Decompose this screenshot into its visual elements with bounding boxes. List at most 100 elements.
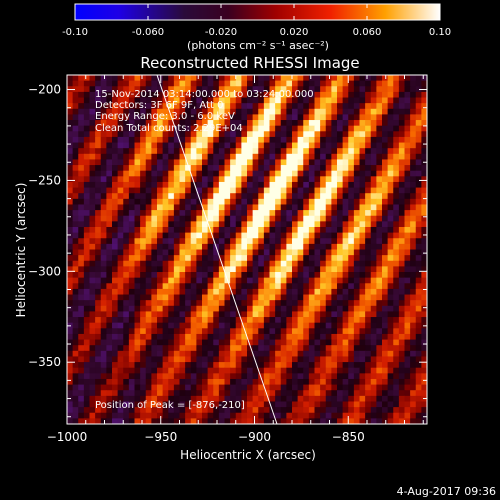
heatmap-cell <box>269 187 276 194</box>
heatmap-cell <box>314 86 321 93</box>
heatmap-cell <box>320 395 327 403</box>
heatmap-cell <box>247 103 254 110</box>
heatmap-cell <box>297 148 304 155</box>
heatmap-cell <box>241 204 248 211</box>
heatmap-cell <box>95 97 102 104</box>
heatmap-cell <box>95 322 102 329</box>
heatmap-cell <box>128 288 136 296</box>
heatmap-cell <box>269 80 276 87</box>
heatmap-cell <box>269 266 276 273</box>
heatmap-cell <box>297 300 304 307</box>
heatmap-cell <box>269 260 276 267</box>
heatmap-cell <box>134 384 141 391</box>
heatmap-cell <box>359 322 366 329</box>
heatmap-cell <box>67 176 74 183</box>
heatmap-cell <box>151 238 158 245</box>
heatmap-cell <box>376 373 383 380</box>
heatmap-cell <box>230 418 237 424</box>
heatmap-cell <box>134 283 141 290</box>
heatmap-cell <box>151 91 158 99</box>
heatmap-cell <box>263 226 271 234</box>
heatmap-cell <box>67 131 74 138</box>
heatmap-cell <box>72 294 79 301</box>
heatmap-cell <box>128 305 136 313</box>
heatmap-cell <box>67 418 74 424</box>
heatmap-cell <box>112 311 119 318</box>
heatmap-cell <box>308 75 316 82</box>
heatmap-cell <box>275 300 282 307</box>
heatmap-cell <box>269 210 276 217</box>
heatmap-cell <box>308 198 316 206</box>
heatmap-cell <box>331 193 338 200</box>
heatmap-cell <box>196 108 203 116</box>
heatmap-cell <box>202 266 209 273</box>
heatmap-cell <box>67 401 74 408</box>
heatmap-cell <box>207 108 214 116</box>
heatmap-cell <box>258 350 265 358</box>
heatmap-cell <box>365 86 372 93</box>
heatmap-cell <box>134 226 141 234</box>
heatmap-cell <box>213 75 220 82</box>
heatmap-cell <box>157 356 164 363</box>
heatmap-cell <box>162 333 169 341</box>
heatmap-cell <box>252 384 259 391</box>
heatmap-cell <box>353 108 361 116</box>
heatmap-cell <box>207 390 214 397</box>
heatmap-cell <box>342 373 349 380</box>
heatmap-cell <box>320 131 327 138</box>
heatmap-cell <box>202 75 209 82</box>
heatmap-cell <box>134 367 141 374</box>
heatmap-cell <box>269 418 276 424</box>
heatmap-cell <box>78 390 85 397</box>
heatmap-cell <box>241 243 248 251</box>
heatmap-cell <box>410 378 417 386</box>
heatmap-cell <box>168 395 175 403</box>
heatmap-cell <box>359 136 366 144</box>
heatmap-cell <box>320 215 327 222</box>
heatmap-cell <box>370 238 377 245</box>
heatmap-cell <box>303 249 310 256</box>
heatmap-cell <box>269 215 276 222</box>
heatmap-cell <box>303 266 310 273</box>
heatmap-cell <box>145 125 152 132</box>
heatmap-cell <box>331 120 338 127</box>
heatmap-cell <box>173 120 181 127</box>
heatmap-cell <box>292 187 299 194</box>
heatmap-cell <box>140 75 147 82</box>
heatmap-cell <box>134 75 141 82</box>
heatmap-cell <box>207 125 214 132</box>
heatmap-cell <box>100 165 107 172</box>
heatmap-cell <box>348 272 355 279</box>
heatmap-cell <box>348 305 355 313</box>
heatmap-cell <box>162 356 169 363</box>
heatmap-cell <box>325 255 332 262</box>
heatmap-cell <box>263 300 271 307</box>
heatmap-cell <box>359 125 366 132</box>
heatmap-cell <box>410 350 417 358</box>
heatmap-cell <box>370 367 377 374</box>
heatmap-cell <box>162 136 169 144</box>
heatmap-cell <box>106 412 113 419</box>
heatmap-cell <box>387 114 394 121</box>
heatmap-cell <box>337 255 344 262</box>
heatmap-cell <box>117 255 124 262</box>
heatmap-cell <box>292 288 299 296</box>
heatmap-cell <box>280 401 287 408</box>
heatmap-cell <box>179 136 186 144</box>
heatmap-cell <box>157 339 164 346</box>
colorbar-tick-label: 0.060 <box>353 27 382 38</box>
heatmap-cell <box>258 378 265 386</box>
heatmap-cell <box>100 226 107 234</box>
heatmap-cell <box>348 243 355 251</box>
heatmap-cell <box>179 407 186 414</box>
heatmap-cell <box>185 170 192 177</box>
heatmap-cell <box>410 210 417 217</box>
heatmap-cell <box>365 300 372 307</box>
heatmap-cell <box>202 148 209 155</box>
heatmap-cell <box>67 170 74 177</box>
heatmap-cell <box>365 412 372 419</box>
heatmap-cell <box>185 165 192 172</box>
heatmap-cell <box>207 356 214 363</box>
heatmap-cell <box>123 288 130 296</box>
heatmap-cell <box>179 86 186 93</box>
